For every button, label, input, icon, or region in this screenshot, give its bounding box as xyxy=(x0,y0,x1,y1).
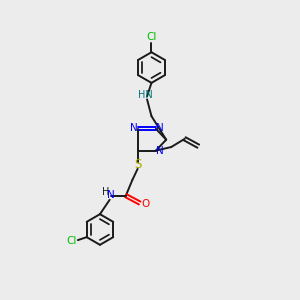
Text: HN: HN xyxy=(138,90,152,100)
Text: N: N xyxy=(156,146,164,157)
Text: Cl: Cl xyxy=(146,32,157,42)
Text: H: H xyxy=(102,187,109,196)
Text: N: N xyxy=(107,190,114,200)
Text: Cl: Cl xyxy=(66,236,76,246)
Text: N: N xyxy=(156,123,164,133)
Text: S: S xyxy=(134,158,141,171)
Text: N: N xyxy=(130,123,137,133)
Text: O: O xyxy=(142,200,150,209)
